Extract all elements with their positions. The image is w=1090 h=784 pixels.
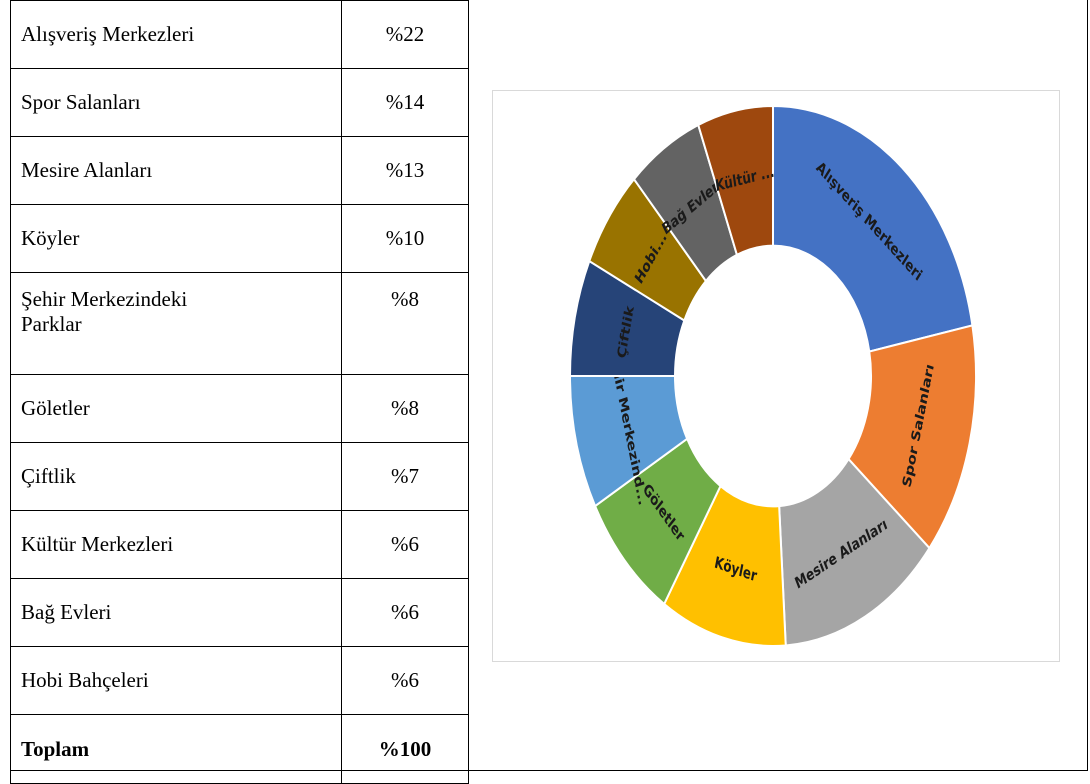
table-row: Köyler %10 (10, 204, 469, 273)
donut-segment (849, 325, 976, 548)
chart-frame (492, 90, 1060, 662)
label-cell: Spor Salanları (10, 68, 342, 137)
percent-cell: %100 (341, 714, 469, 784)
percent-cell: %8 (341, 272, 469, 375)
table-row: Bağ Evleri %6 (10, 578, 469, 647)
table-row: Göletler %8 (10, 374, 469, 443)
table-row: Alışveriş Merkezleri %22 (10, 0, 469, 69)
donut-segment (698, 106, 773, 255)
data-table: Alışveriş Merkezleri %22 Spor Salanları %14… (10, 0, 469, 784)
label-cell: Şehir Merkezindeki Parklar (10, 272, 342, 375)
percent-cell: %10 (341, 204, 469, 273)
label-cell: Hobi Bahçeleri (10, 646, 342, 715)
table-row: Spor Salanları %14 (10, 68, 469, 137)
percent-cell: %14 (341, 68, 469, 137)
table-row: Çiftlik %7 (10, 442, 469, 511)
table-row: Şehir Merkezindeki Parklar %8 (10, 272, 469, 375)
percent-cell: %6 (341, 510, 469, 579)
label-cell: Mesire Alanları (10, 136, 342, 205)
percent-cell: %8 (341, 374, 469, 443)
percent-cell: %22 (341, 0, 469, 69)
table-row: Toplam %100 (10, 714, 469, 784)
label-cell: Köyler (10, 204, 342, 273)
percent-cell: %6 (341, 646, 469, 715)
label-cell: Toplam (10, 714, 342, 784)
percent-cell: %6 (341, 578, 469, 647)
label-cell: Bağ Evleri (10, 578, 342, 647)
label-cell: Göletler (10, 374, 342, 443)
table-row: Mesire Alanları %13 (10, 136, 469, 205)
label-cell: Çiftlik (10, 442, 342, 511)
donut-segment (773, 106, 972, 352)
table-row: Hobi Bahçeleri %6 (10, 646, 469, 715)
label-cell: Alışveriş Merkezleri (10, 0, 342, 69)
